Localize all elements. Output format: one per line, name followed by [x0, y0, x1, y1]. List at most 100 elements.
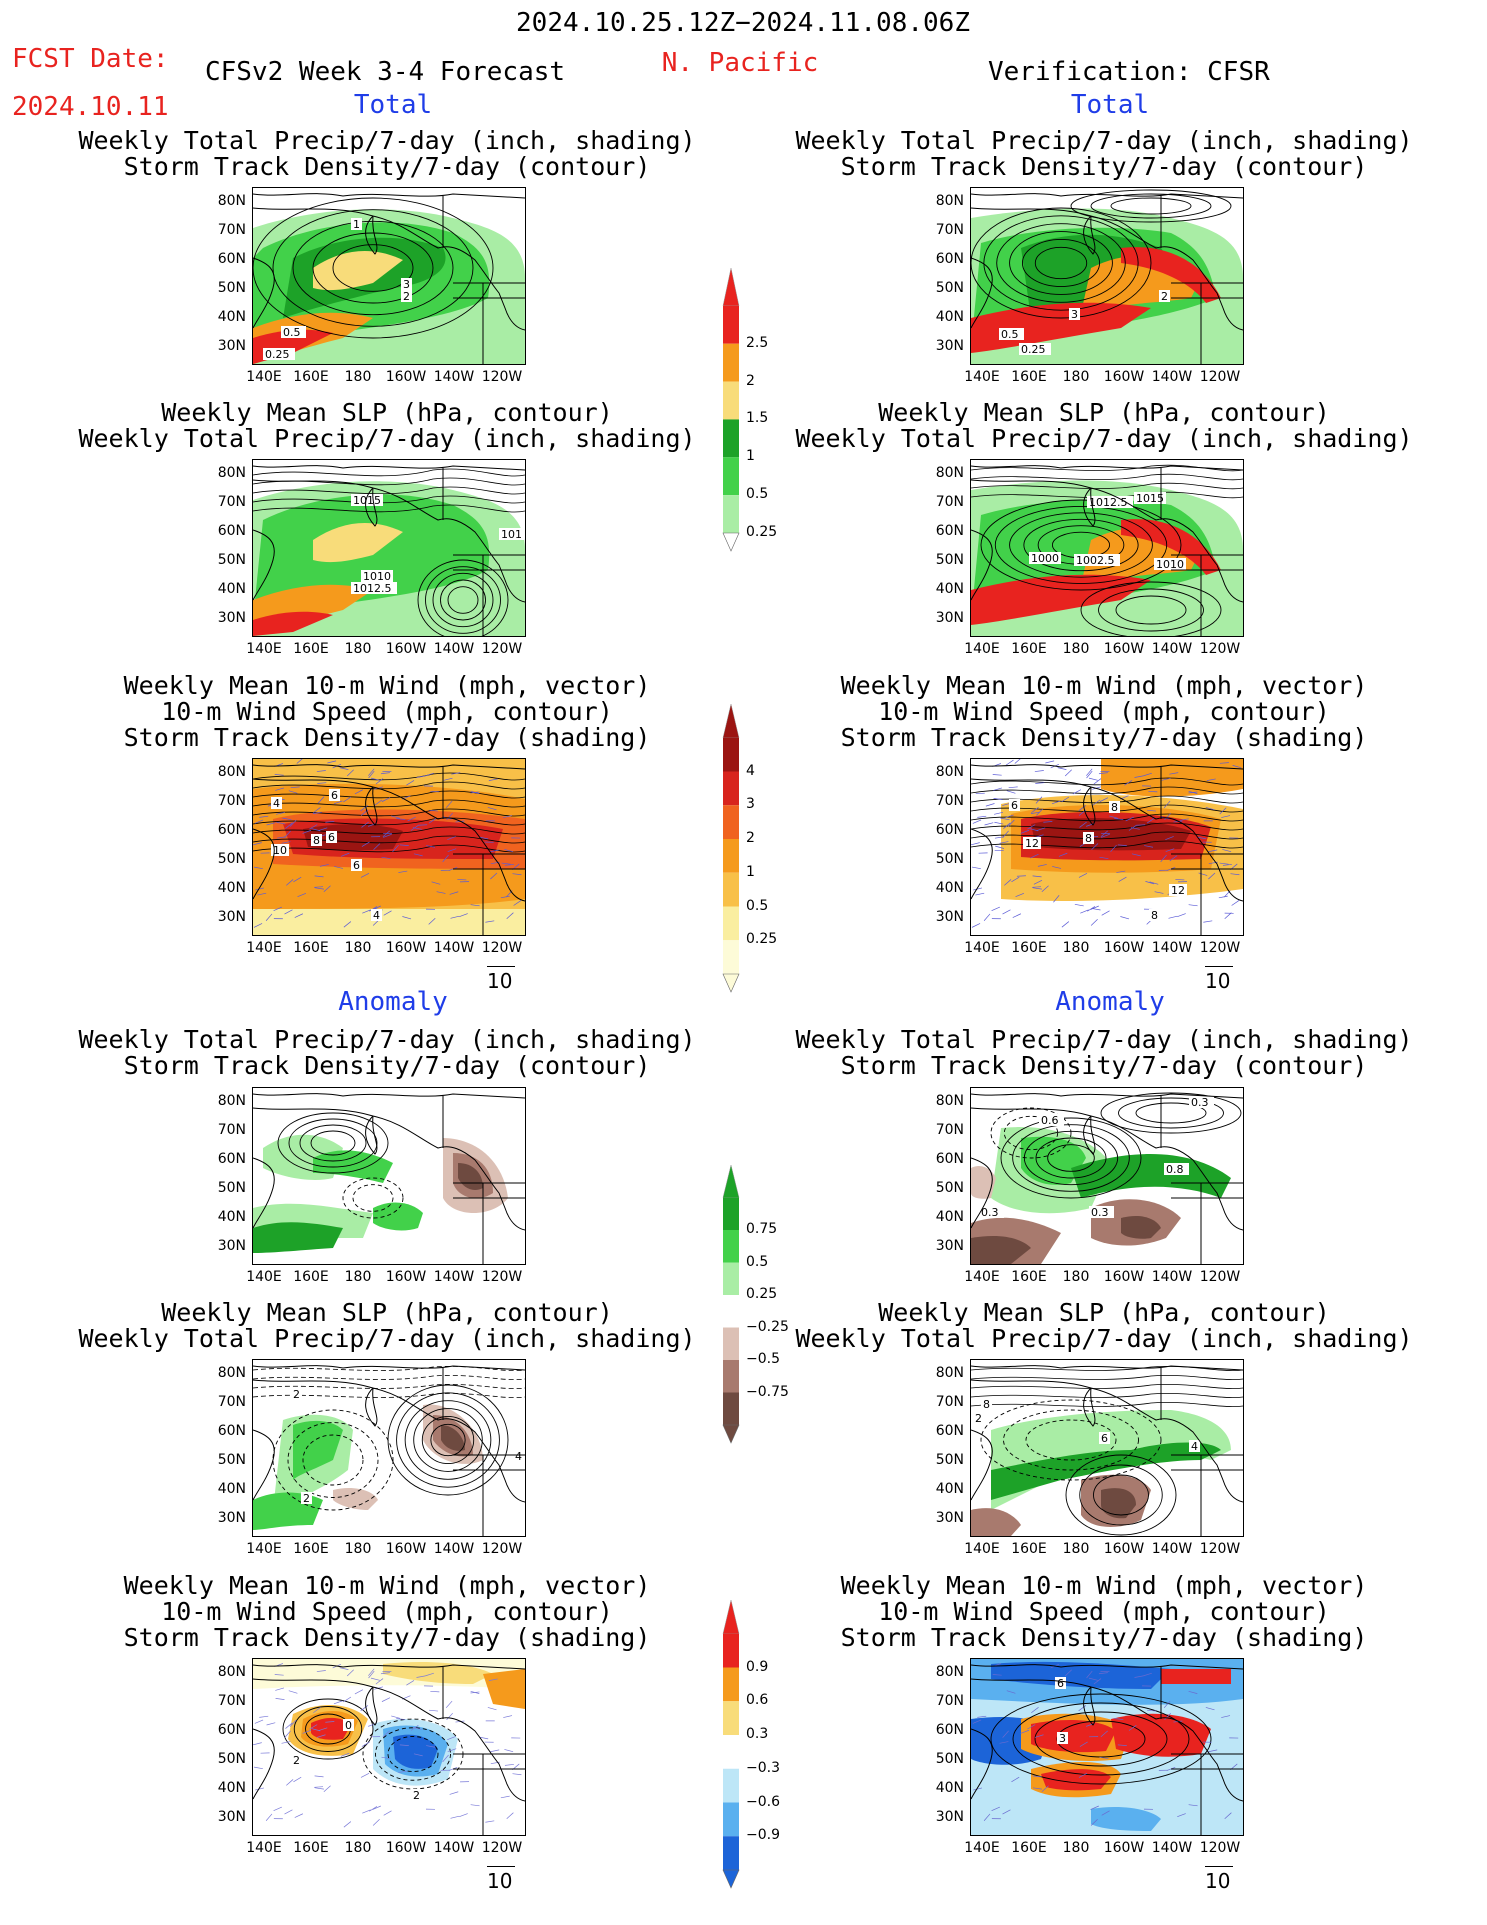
wind-vector	[512, 873, 522, 876]
contour-label-bg	[1087, 496, 1133, 508]
wind-vector	[1230, 873, 1240, 876]
section-anomaly-left: Anomaly	[338, 987, 448, 1017]
lon-tick-label: 140W	[433, 1541, 475, 1557]
contour-line	[971, 777, 1243, 786]
shading-area	[253, 1492, 323, 1530]
wind-vector	[346, 769, 354, 777]
lat-tick-label: 30N	[217, 1510, 246, 1526]
contour-label-bg	[513, 1450, 524, 1462]
lon-tick-label: 160W	[1103, 940, 1145, 956]
contour-line	[1009, 512, 1153, 578]
wind-vector	[253, 842, 262, 846]
wind-vector	[1037, 864, 1047, 867]
wind-vector	[447, 1748, 457, 1752]
wind-vector	[1116, 870, 1126, 873]
contour-label-bg	[1099, 1432, 1110, 1444]
wind-vector	[1165, 836, 1174, 840]
wind-vector	[1079, 1741, 1088, 1747]
wind-vector	[485, 920, 495, 923]
contour-line	[1093, 1474, 1149, 1516]
contour-line	[971, 831, 1243, 840]
contour-line	[971, 822, 1243, 831]
wind-vector	[309, 1724, 318, 1730]
wind-vector	[1130, 827, 1140, 830]
wind-vector	[302, 829, 312, 834]
wind-vector	[1008, 786, 1018, 789]
wind-vector	[1203, 920, 1213, 923]
wind-vector	[1035, 796, 1043, 804]
coastline	[971, 828, 993, 900]
wind-vector	[1161, 777, 1171, 781]
wind-vector	[1101, 833, 1110, 838]
wind-vector	[289, 819, 297, 827]
coastline	[971, 1379, 1243, 1503]
colorbar-swatch	[723, 1360, 739, 1393]
coastline	[1160, 767, 1243, 935]
wind-vector	[973, 887, 983, 891]
colorbar-label: −0.9	[746, 1827, 780, 1844]
map-fc-wind-anom: 0 2 2	[252, 1658, 526, 1836]
colorbar-arrow	[722, 1869, 740, 1889]
contour-label-bg	[1009, 799, 1020, 811]
wind-vector	[360, 805, 369, 812]
wind-vector	[253, 1766, 263, 1770]
lat-tick-label: 50N	[935, 851, 964, 867]
wind-vector	[1058, 852, 1068, 857]
lat-tick-label: 70N	[217, 1693, 246, 1709]
contour-line	[1047, 1144, 1095, 1172]
wind-vector	[459, 913, 468, 918]
wind-vector	[1020, 829, 1030, 834]
wind-vector	[316, 770, 326, 772]
contour-line	[971, 1375, 1243, 1380]
wind-vector	[406, 1680, 415, 1686]
lat-tick-label: 40N	[935, 1481, 964, 1497]
contour-label-bg	[311, 834, 322, 846]
coastline	[253, 1429, 275, 1501]
lat-tick-label: 40N	[217, 1209, 246, 1225]
wind-vector	[1041, 1785, 1049, 1793]
colorbar-label: 0.6	[746, 1692, 769, 1709]
wind-vector	[254, 1719, 264, 1724]
contour-line	[1009, 231, 1113, 295]
wind-vector	[343, 1821, 352, 1828]
wind-vector	[340, 852, 350, 857]
panel-title-obs-precip-anom: Weekly Total Precip/7-day (inch, shading…	[795, 1025, 1413, 1080]
wind-vector	[1101, 910, 1110, 916]
wind-vector	[253, 1742, 262, 1746]
wind-vector	[1053, 895, 1060, 903]
wind-vector	[259, 1715, 269, 1718]
wind-vector	[318, 827, 328, 831]
coastline	[971, 1728, 993, 1800]
wind-vector	[1086, 770, 1093, 779]
contour-label: 0.3	[981, 1206, 999, 1219]
wind-vector	[296, 759, 303, 764]
contour-label-bg	[401, 290, 412, 302]
shading-area	[313, 522, 403, 563]
wind-vector	[993, 787, 1003, 791]
colorbar-swatch	[723, 305, 739, 344]
wind-vector	[1088, 1677, 1098, 1681]
contour-line	[253, 468, 525, 477]
wind-vector	[1057, 767, 1067, 770]
wind-vector	[259, 815, 269, 818]
lon-tick-label: 140E	[246, 369, 282, 385]
wind-vector	[1114, 1718, 1124, 1720]
wind-vector	[1163, 1700, 1171, 1709]
wind-vector	[265, 913, 273, 921]
wind-vector	[1091, 908, 1101, 911]
wind-vector	[971, 923, 981, 928]
lon-tick-label: 180	[1062, 369, 1090, 385]
wind-vector	[428, 817, 437, 824]
wind-vector	[396, 818, 406, 820]
lon-tick-label: 140W	[1151, 1541, 1193, 1557]
contour-label-bg	[1159, 290, 1170, 302]
contour-line	[971, 482, 1243, 490]
wind-vector	[314, 875, 324, 878]
contour-line	[994, 505, 1168, 585]
wind-vector	[1188, 791, 1198, 794]
vector-ref-obs-anom: 10	[1205, 1866, 1233, 1893]
wind-vector	[1003, 822, 1011, 829]
lat-tick-label: 70N	[935, 1122, 964, 1138]
contour-label: 0.5	[283, 326, 301, 339]
wind-vector	[1004, 814, 1014, 818]
